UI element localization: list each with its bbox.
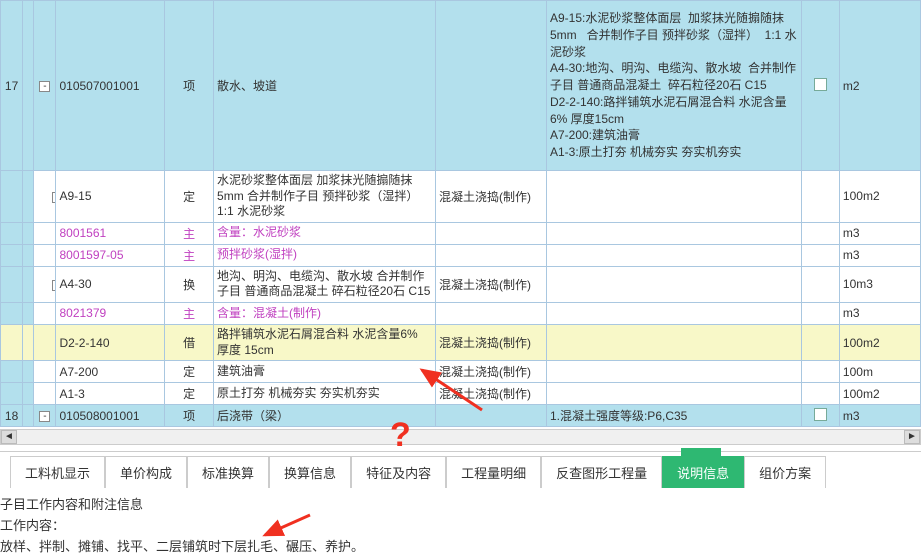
unit-cell: m3 <box>839 302 920 324</box>
name-cell: 含量：混凝土(制作) <box>214 302 436 324</box>
tree-cell: └ <box>34 222 56 244</box>
tree-toggle-icon[interactable]: - <box>39 81 50 92</box>
unit-cell: 100m2 <box>839 383 920 405</box>
tab-1[interactable]: 单价构成 <box>105 456 187 488</box>
tab-7[interactable]: 说明信息 <box>662 456 744 488</box>
tab-strip: 工料机显示单价构成标准换算换算信息特征及内容工程量明细反查图形工程量说明信息组价… <box>10 456 921 488</box>
type-cell: 主 <box>165 302 214 324</box>
type-cell: 换 <box>165 266 214 302</box>
tree-cell[interactable]: - <box>34 405 56 427</box>
check-cell[interactable] <box>802 405 840 427</box>
table-row: -A4-30换地沟、明沟、电缆沟、散水坡 合并制作子目 普通商品混凝土 碎石粒径… <box>1 266 921 302</box>
type-cell: 主 <box>165 244 214 266</box>
table-row: └8021379主含量：混凝土(制作) m3 <box>1 302 921 324</box>
mid-cell <box>436 222 547 244</box>
table-row: └A7-200定建筑油膏混凝土浇捣(制作) 100m <box>1 361 921 383</box>
unit-cell: 100m2 <box>839 324 920 360</box>
name-cell: 地沟、明沟、电缆沟、散水坡 合并制作子目 普通商品混凝土 碎石粒径20石 C15 <box>214 266 436 302</box>
work-content-text: 放样、拌制、摊铺、找平、二层铺筑时下层扎毛、碾压、养护。 <box>0 536 921 555</box>
section-title: 子目工作内容和附注信息 <box>0 494 921 513</box>
work-content-label: 工作内容： <box>0 515 921 534</box>
unit-cell: m2 <box>839 1 920 171</box>
mid-cell: 混凝土浇捣(制作) <box>436 266 547 302</box>
bottom-panel: 工料机显示单价构成标准换算换算信息特征及内容工程量明细反查图形工程量说明信息组价… <box>0 451 921 555</box>
code-cell[interactable]: 010508001001 <box>56 405 165 427</box>
mid-cell <box>436 302 547 324</box>
type-cell: 主 <box>165 222 214 244</box>
tree-cell: └ <box>34 361 56 383</box>
name-cell: 路拌铺筑水泥石屑混合料 水泥含量6% 厚度 15cm <box>214 324 436 360</box>
table-row: └A1-3定原土打夯 机械夯实 夯实机夯实混凝土浇捣(制作) 100m2 <box>1 383 921 405</box>
unit-cell: m3 <box>839 405 920 427</box>
tree-toggle-icon[interactable]: - <box>52 280 56 291</box>
type-cell: 定 <box>165 361 214 383</box>
table-row: └D2-2-140借路拌铺筑水泥石屑混合料 水泥含量6% 厚度 15cm混凝土浇… <box>1 324 921 360</box>
table-row: └8001597-05主预拌砂浆(湿拌) m3 <box>1 244 921 266</box>
type-cell: 项 <box>165 1 214 171</box>
tree-cell: └ <box>34 302 56 324</box>
tab-6[interactable]: 反查图形工程量 <box>541 456 662 488</box>
checkbox[interactable] <box>814 78 827 91</box>
code-cell[interactable]: A1-3 <box>56 383 165 405</box>
row-seq: 18 <box>1 405 23 427</box>
tree-cell[interactable]: - <box>34 1 56 171</box>
type-cell: 借 <box>165 324 214 360</box>
tree-cell[interactable]: - <box>34 171 56 223</box>
mid-cell: 混凝土浇捣(制作) <box>436 361 547 383</box>
tree-toggle-icon[interactable]: - <box>39 411 50 422</box>
unit-cell: m3 <box>839 244 920 266</box>
name-cell: 含量：水泥砂浆 <box>214 222 436 244</box>
mid-cell <box>436 244 547 266</box>
code-cell[interactable]: A4-30 <box>56 266 165 302</box>
name-cell: 散水、坡道 <box>214 1 436 171</box>
code-cell[interactable]: 8001561 <box>56 222 165 244</box>
mid-cell: 混凝土浇捣(制作) <box>436 324 547 360</box>
table-row-main: 18 -010508001001项后浇带（梁） 1.混凝土强度等级:P6,C35 m3 <box>1 405 921 427</box>
type-cell: 定 <box>165 383 214 405</box>
tree-cell: └ <box>34 383 56 405</box>
desc-cell: A9-15:水泥砂浆整体面层 加浆抹光随搧随抹 5mm 合并制作子目 预拌砂浆（… <box>546 1 801 171</box>
name-cell: 预拌砂浆(湿拌) <box>214 244 436 266</box>
code-cell[interactable]: A9-15 <box>56 171 165 223</box>
tab-0[interactable]: 工料机显示 <box>10 456 105 488</box>
code-cell[interactable]: 010507001001 <box>56 1 165 171</box>
main-grid: 17-010507001001项散水、坡道A9-15:水泥砂浆整体面层 加浆抹光… <box>0 0 921 427</box>
tree-cell: └ <box>34 324 56 360</box>
mid-cell: 混凝土浇捣(制作) <box>436 171 547 223</box>
type-cell: 项 <box>165 405 214 427</box>
type-cell: 定 <box>165 171 214 223</box>
code-cell[interactable]: 8001597-05 <box>56 244 165 266</box>
horizontal-scrollbar[interactable]: ◄ ► <box>0 429 921 445</box>
name-cell: 后浇带（梁） <box>214 405 436 427</box>
unit-cell: m3 <box>839 222 920 244</box>
name-cell: 水泥砂浆整体面层 加浆抹光随搧随抹5mm 合并制作子目 预拌砂浆（湿拌） 1:1… <box>214 171 436 223</box>
checkbox[interactable] <box>814 408 827 421</box>
desc-cell: 1.混凝土强度等级:P6,C35 <box>546 405 801 427</box>
tree-toggle-icon[interactable]: - <box>52 192 56 203</box>
code-cell[interactable]: 8021379 <box>56 302 165 324</box>
code-cell[interactable]: D2-2-140 <box>56 324 165 360</box>
scroll-right-button[interactable]: ► <box>904 430 920 444</box>
tab-2[interactable]: 标准换算 <box>187 456 269 488</box>
panel-indicator <box>681 448 721 458</box>
mid-cell: 混凝土浇捣(制作) <box>436 383 547 405</box>
scroll-left-button[interactable]: ◄ <box>1 430 17 444</box>
table-row-main: 17 -010507001001项散水、坡道 A9-15:水泥砂浆整体面层 加浆抹光… <box>1 1 921 171</box>
tab-5[interactable]: 工程量明细 <box>446 456 541 488</box>
tab-8[interactable]: 组价方案 <box>744 456 826 488</box>
unit-cell: 100m <box>839 361 920 383</box>
table-row: └8001561主含量：水泥砂浆 m3 <box>1 222 921 244</box>
tab-3[interactable]: 换算信息 <box>269 456 351 488</box>
tab-4[interactable]: 特征及内容 <box>351 456 446 488</box>
unit-cell: 10m3 <box>839 266 920 302</box>
code-cell[interactable]: A7-200 <box>56 361 165 383</box>
check-cell[interactable] <box>802 1 840 171</box>
unit-cell: 100m2 <box>839 171 920 223</box>
name-cell: 原土打夯 机械夯实 夯实机夯实 <box>214 383 436 405</box>
name-cell: 建筑油膏 <box>214 361 436 383</box>
tree-cell[interactable]: - <box>34 266 56 302</box>
tree-cell: └ <box>34 244 56 266</box>
row-seq: 17 <box>1 1 23 171</box>
table-row: -A9-15定水泥砂浆整体面层 加浆抹光随搧随抹5mm 合并制作子目 预拌砂浆（… <box>1 171 921 223</box>
